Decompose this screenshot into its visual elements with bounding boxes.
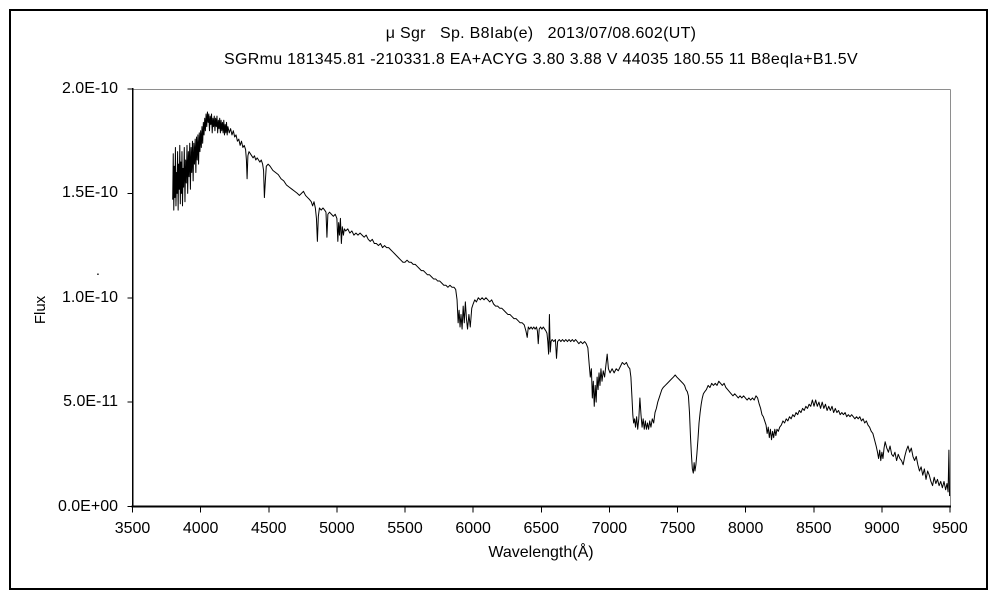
x-tick-label: 8500 xyxy=(795,520,832,537)
x-tick-label: 3500 xyxy=(114,520,151,537)
x-tick-label: 5500 xyxy=(387,520,423,537)
stray-dot: . xyxy=(96,262,100,278)
x-tick-label: 7500 xyxy=(659,520,696,537)
x-axis-title: Wavelength(Å) xyxy=(488,544,594,561)
chart-title-line1: μ Sgr Sp. B8Iab(e) 2013/07/08.602(UT) xyxy=(385,25,697,42)
x-tick-label: 6500 xyxy=(523,520,560,537)
x-tick-label: 8000 xyxy=(727,520,764,537)
x-tick-label: 9000 xyxy=(864,520,900,537)
x-tick-label: 4000 xyxy=(182,520,219,537)
y-tick-label: 2.0E-10 xyxy=(61,80,118,97)
x-tick-label: 5000 xyxy=(319,520,355,537)
y-tick-label: 0.0E+00 xyxy=(57,497,118,515)
y-tick-label: 5.0E-11 xyxy=(63,393,118,411)
x-tick-label: 7000 xyxy=(591,520,628,537)
x-tick-label: 4500 xyxy=(250,520,287,537)
x-tick-label: 6000 xyxy=(455,520,491,537)
y-tick-label: 1.0E-10 xyxy=(61,288,118,306)
chart-title-line2: SGRmu 181345.81 -210331.8 EA+ACYG 3.80 3… xyxy=(224,51,858,68)
y-tick-label: 1.5E-10 xyxy=(61,184,118,202)
spectrum-line xyxy=(172,111,951,497)
outer-border xyxy=(9,9,988,590)
x-tick-label: 9500 xyxy=(932,520,968,537)
